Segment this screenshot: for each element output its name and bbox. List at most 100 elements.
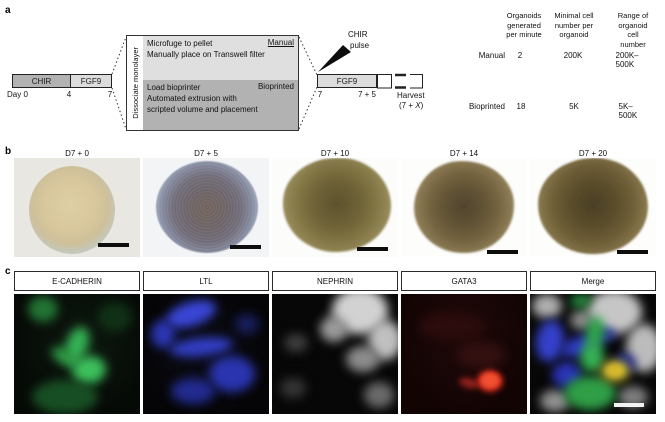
chir-pulse-arrow-icon <box>318 45 351 72</box>
white-blob <box>540 390 570 412</box>
fgf9-segment-2: FGF9 <box>317 74 377 88</box>
organoid <box>414 161 514 253</box>
panel-a-letter: a <box>5 5 11 16</box>
brightfield-image-d7-10 <box>272 158 398 257</box>
white-blob <box>320 316 348 342</box>
manual-title: Manual <box>267 38 294 47</box>
brightfield-image-d7-14 <box>401 158 527 257</box>
fluorescence-image-nephrin <box>272 294 398 414</box>
header-line: number per <box>554 20 594 30</box>
manual-per-minute: 2 <box>517 51 523 60</box>
green-blob <box>570 294 592 308</box>
bioprinted-per-minute: 18 <box>516 102 526 111</box>
header-line: generated <box>507 20 541 30</box>
scale-bar <box>357 247 388 251</box>
header-line: Organoids <box>506 11 542 20</box>
fluorescence-image-merge <box>530 294 656 414</box>
header-line: organoid <box>618 20 648 30</box>
header-line: organoid <box>559 30 589 39</box>
manual-min-cells: 200K <box>563 51 583 60</box>
timeline-day0-7: CHIR FGF9 <box>12 74 112 88</box>
green-blob <box>32 380 98 414</box>
fluorescence-image-gata3 <box>401 294 527 414</box>
dim-red-blob <box>419 312 485 340</box>
dotted-fan-lines <box>111 36 318 130</box>
brightfield-image-d7-5 <box>143 158 269 257</box>
scale-bar <box>487 250 518 254</box>
tick-day7: 7 <box>107 90 113 99</box>
blue-blob <box>151 320 175 348</box>
header-line: Range of <box>617 11 649 20</box>
table-row-bioprinted-label: Bioprinted <box>468 102 505 111</box>
scale-bar <box>617 250 648 254</box>
harvest-label: Harvest <box>397 91 425 100</box>
organoid <box>283 158 391 252</box>
fgf9-segment: FGF9 <box>70 74 112 88</box>
white-blob <box>618 386 648 408</box>
organoid <box>156 161 258 253</box>
table-row-manual-label: Manual <box>478 51 505 60</box>
manual-step-2: Manually place on Transwell filter <box>147 50 265 59</box>
dissociate-strip: Dissociate monolayer <box>127 36 143 130</box>
harvest-time-post: ) <box>420 101 424 110</box>
scale-bar <box>98 243 129 247</box>
organoid <box>29 166 115 254</box>
green-blob <box>28 296 58 322</box>
timepoint-label-d7-5: D7 + 5 <box>194 149 218 158</box>
table-header-cell-range: Range of organoid cell number <box>617 11 649 49</box>
panel-b-letter: b <box>5 146 12 157</box>
harvest-time: (7 + X) <box>399 101 423 110</box>
green-blob <box>564 376 616 410</box>
fluorescence-image-ecadherin <box>14 294 140 414</box>
manual-section: Manual Microfuge to pellet Manually plac… <box>143 36 298 80</box>
brightfield-image-d7-20 <box>530 158 656 257</box>
timepoint-label-d7-20: D7 + 20 <box>578 149 608 158</box>
scale-bar <box>614 403 644 407</box>
tick-7-5: 7 + 5 <box>357 90 377 99</box>
bioprinted-step-1: Load bioprinter <box>147 83 201 92</box>
channel-label-ltl: LTL <box>143 271 269 291</box>
tick-day0: Day 0 <box>7 90 28 99</box>
header-line: Minimal cell <box>554 11 594 20</box>
channel-label-nephrin: NEPHRIN <box>272 271 398 291</box>
manual-cell-range: 200K–500K <box>615 51 639 69</box>
process-box: Dissociate monolayer Manual Microfuge to… <box>126 35 299 131</box>
brightfield-image-d7-0 <box>14 158 140 257</box>
manual-step-1: Microfuge to pellet <box>147 39 213 48</box>
timeline2-dashed-extension <box>377 73 423 89</box>
timepoint-label-d7-0: D7 + 0 <box>65 149 89 158</box>
timepoint-label-d7-14: D7 + 14 <box>449 149 479 158</box>
blue-blob <box>168 334 234 360</box>
bioprinted-min-cells: 5K <box>569 102 579 111</box>
yellow-overlap-core <box>606 364 624 377</box>
blue-blob <box>209 356 255 392</box>
process-body: Manual Microfuge to pellet Manually plac… <box>143 36 298 130</box>
dissociate-label: Dissociate monolayer <box>130 47 140 119</box>
bioprinted-step-3: scripted volume and placement <box>147 105 258 114</box>
white-blob <box>532 294 562 318</box>
harvest-time-pre: (7 + <box>399 101 416 110</box>
dim-red-blob <box>457 342 505 368</box>
channel-label-ecadherin: E-CADHERIN <box>14 271 140 291</box>
header-line: cell number <box>620 30 646 49</box>
tick-7: 7 <box>317 90 323 99</box>
blue-blob <box>171 378 215 404</box>
white-blob <box>364 382 394 408</box>
bioprinted-cell-range: 5K–500K <box>618 102 638 120</box>
chir-pulse-label-line2: pulse <box>350 41 370 50</box>
white-blob <box>284 334 308 352</box>
bioprinted-title: Bioprinted <box>257 82 294 91</box>
panel-c-letter: c <box>5 266 11 277</box>
timepoint-label-d7-10: D7 + 10 <box>320 149 350 158</box>
chir-segment: CHIR <box>12 74 70 88</box>
organoid <box>538 158 648 254</box>
scale-bar <box>230 245 261 249</box>
bioprinted-section: Bioprinted Load bioprinter Automated ext… <box>143 80 298 130</box>
header-line: per minute <box>506 30 542 39</box>
table-header-organoids-per-minute: Organoids generated per minute <box>506 11 541 40</box>
green-blob <box>98 302 132 332</box>
chir-pulse-label-line1: CHIR <box>348 30 368 39</box>
bioprinted-step-2: Automated extrusion with <box>147 94 237 103</box>
red-blob-core <box>481 373 499 388</box>
